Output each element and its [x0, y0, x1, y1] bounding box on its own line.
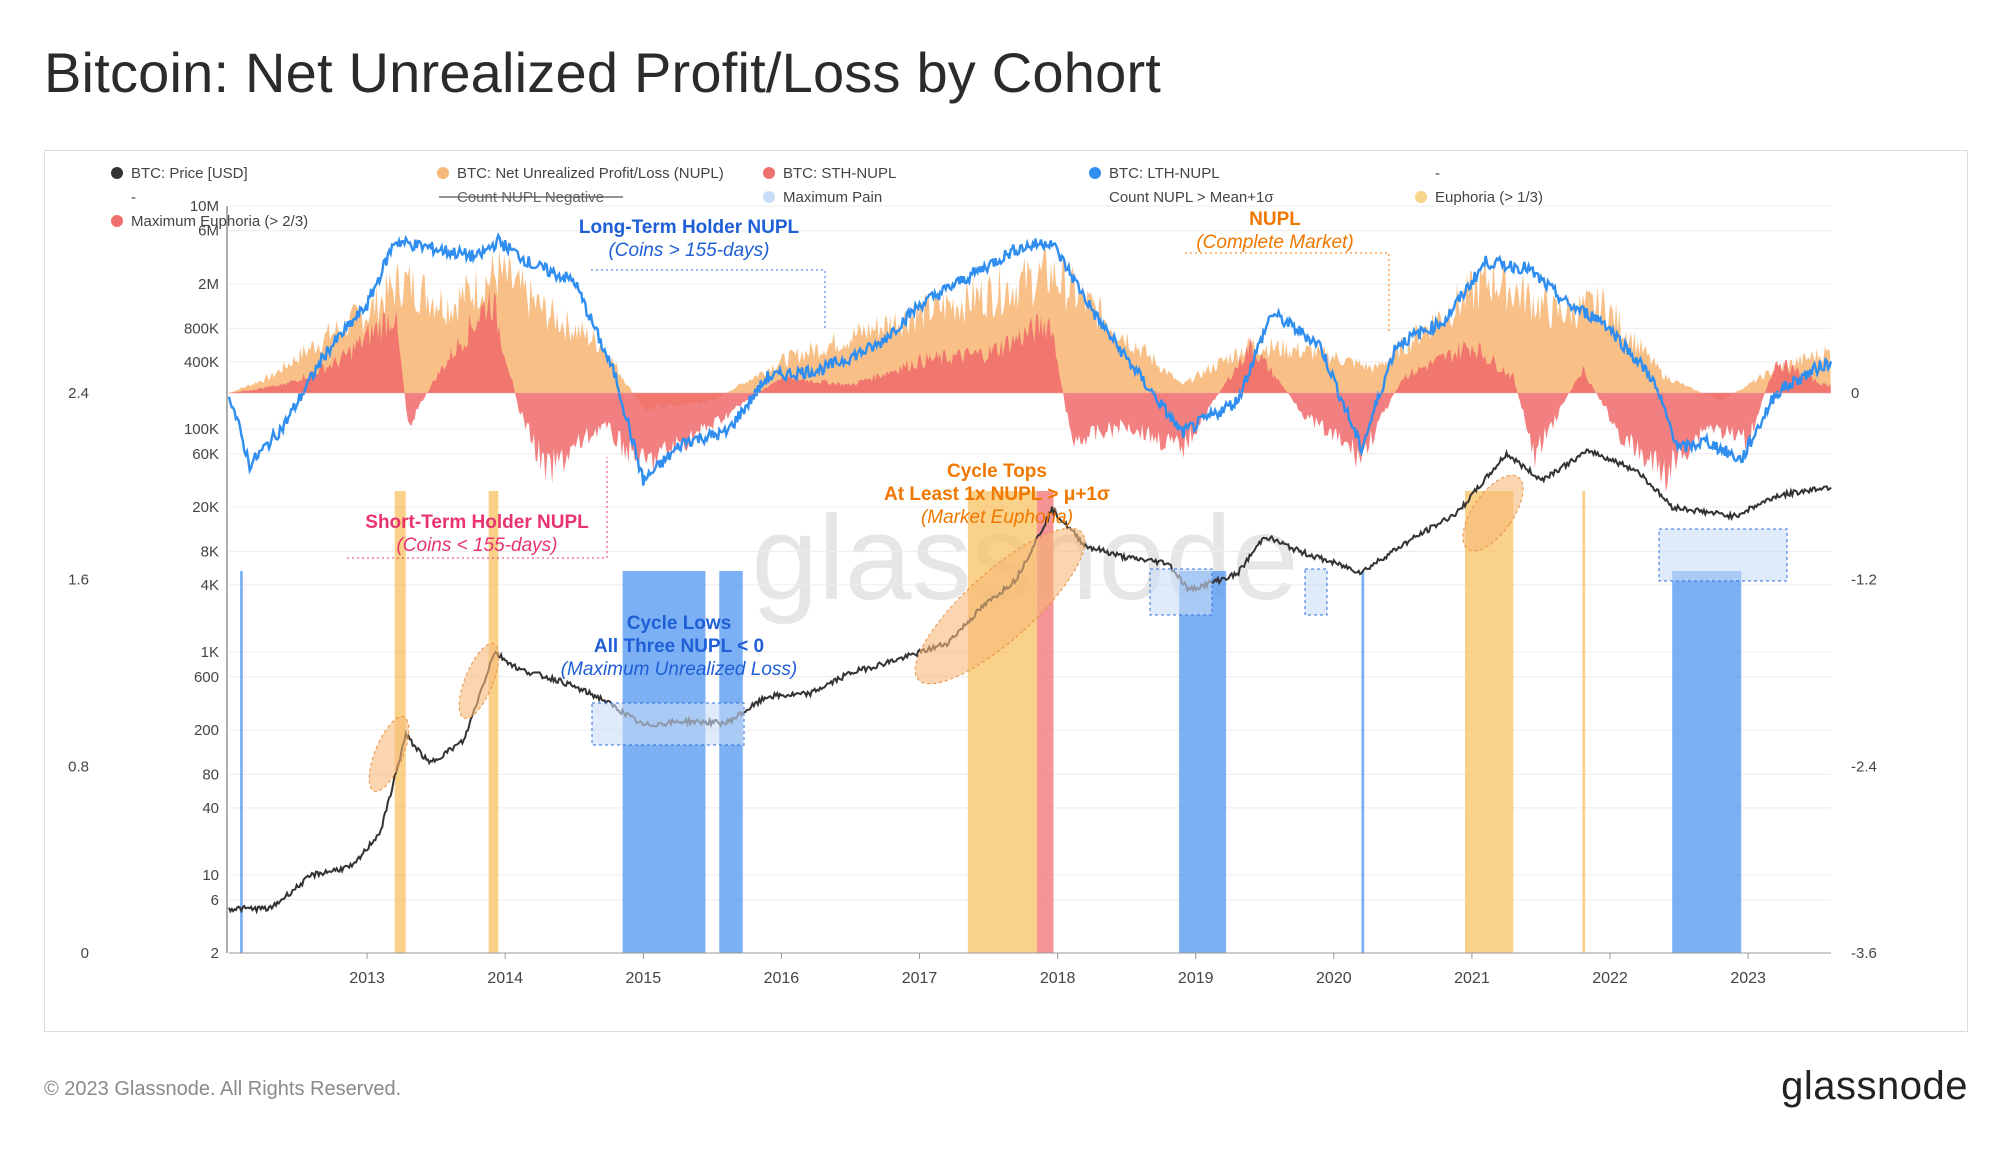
legend-label: Maximum Pain: [783, 189, 882, 206]
x-tick-label: 2022: [1592, 970, 1628, 987]
legend-marker: [1415, 191, 1427, 203]
cycle-top-ellipse-2013b: [458, 643, 500, 719]
cycle-lows-box-2015: [591, 702, 745, 746]
lows-annotation-sub: (Maximum Unrealized Loss): [561, 659, 798, 680]
price-tick-label: 200: [194, 722, 219, 739]
copyright: © 2023 Glassnode. All Rights Reserved.: [44, 1078, 402, 1100]
price-tick-label: 4K: [201, 577, 219, 594]
x-tick-label: 2016: [764, 970, 800, 987]
x-tick-label: 2021: [1454, 970, 1490, 987]
annotation-leaders: [347, 252, 1390, 559]
max-pain-band: [622, 571, 706, 953]
cycle-top-ellipse-2017: [914, 527, 1086, 685]
legend-label: -: [131, 189, 136, 206]
left-tick-label: 0.8: [68, 758, 89, 775]
legend-marker: [763, 191, 775, 203]
lth-leader: [591, 269, 826, 329]
price-tick-label: 60K: [192, 446, 219, 463]
legend-marker: [437, 167, 449, 179]
x-tick-label: 2018: [1040, 970, 1076, 987]
legend-label: BTC: Price [USD]: [131, 165, 248, 182]
sth-leader: [347, 457, 608, 559]
legend: BTC: Price [USD] BTC: Net Unrealized Prof…: [111, 165, 1543, 230]
axes: 2 6 10 40 80 200 600 1K 4K 8K 20K 60K 100K 400K 800K 2M…: [68, 198, 1877, 987]
tops-annotation-title2: At Least 1x NUPL > μ+1σ: [884, 484, 1110, 505]
annotation-markers: [368, 474, 1788, 792]
nupl-areas: [229, 247, 1831, 492]
max-pain-band: [1361, 571, 1365, 953]
x-tick-label: 2014: [487, 970, 523, 987]
euphoria-band: [1582, 491, 1586, 953]
max-pain-band: [1672, 571, 1742, 953]
price-tick-label: 80: [202, 766, 219, 783]
price-tick-label: 8K: [201, 543, 219, 560]
price-tick-label: 2M: [198, 276, 219, 293]
x-tick-label: 2015: [626, 970, 662, 987]
nupl-annotation-title: NUPL: [1249, 209, 1301, 230]
legend-marker: [111, 167, 123, 179]
cycle-lows-box-2020: [1304, 568, 1328, 616]
legend-label: Maximum Euphoria (> 2/3): [131, 213, 308, 230]
lows-annotation-title1: Cycle Lows: [627, 613, 732, 634]
price-tick-label: 2: [211, 945, 219, 962]
price-tick-label: 6: [211, 892, 219, 909]
left-tick-label: 2.4: [68, 385, 89, 402]
glassnode-logo[interactable]: glassnode: [1781, 1064, 1968, 1108]
legend-label: Euphoria (> 1/3): [1435, 189, 1543, 206]
legend-label: BTC: STH-NUPL: [783, 165, 896, 182]
price-tick-label: 600: [194, 669, 219, 686]
lth-nupl-line: [227, 232, 1833, 486]
legend-label: -: [1435, 165, 1440, 182]
max-pain-band: [240, 571, 243, 953]
price-tick-label: 10: [202, 867, 219, 884]
price-tick-label: 10M: [190, 198, 219, 215]
price-tick-label: 100K: [184, 421, 219, 438]
max-pain-band: [719, 571, 743, 953]
tops-annotation-title1: Cycle Tops: [947, 461, 1047, 482]
annotations: Long-Term Holder NUPL (Coins > 155-days)…: [365, 209, 1353, 680]
lows-annotation-title2: All Three NUPL < 0: [594, 636, 764, 657]
right-tick-label: -3.6: [1851, 945, 1877, 962]
cycle-lows-box-2022: [1658, 528, 1788, 582]
left-tick-label: 0: [81, 945, 89, 962]
chart-frame: glassnode BTC: Price [USD]BTC: Net Unrea…: [44, 150, 1968, 1032]
price-tick-label: 400K: [184, 354, 219, 371]
sth-annotation-sub: (Coins < 155-days): [396, 535, 557, 556]
period-bands: [240, 491, 1742, 953]
sth-annotation-title: Short-Term Holder NUPL: [365, 512, 589, 533]
x-tick-label: 2017: [902, 970, 938, 987]
right-tick-label: 0: [1851, 385, 1859, 402]
price-tick-label: 40: [202, 800, 219, 817]
euphoria-band: [488, 491, 499, 953]
legend-label: BTC: Net Unrealized Profit/Loss (NUPL): [457, 165, 724, 182]
legend-marker: [763, 167, 775, 179]
price-tick-label: 6M: [198, 223, 219, 240]
price-tick-label: 800K: [184, 320, 219, 337]
price-tick-label: 1K: [201, 644, 219, 661]
euphoria-band: [1465, 491, 1514, 953]
x-tick-label: 2019: [1178, 970, 1214, 987]
cycle-top-ellipse-2021: [1462, 474, 1524, 552]
legend-marker: [1089, 167, 1101, 179]
legend-marker: [111, 215, 123, 227]
lth-annotation-title: Long-Term Holder NUPL: [579, 217, 800, 238]
x-tick-label: 2013: [349, 970, 385, 987]
price-tick-label: 20K: [192, 499, 219, 516]
legend-label: BTC: LTH-NUPL: [1109, 165, 1220, 182]
x-tick-label: 2020: [1316, 970, 1352, 987]
right-tick-label: -2.4: [1851, 758, 1877, 775]
left-tick-label: 1.6: [68, 572, 89, 589]
page-title: Bitcoin: Net Unrealized Profit/Loss by C…: [44, 41, 1162, 104]
cycle-lows-box-2019: [1149, 568, 1213, 616]
right-tick-label: -1.2: [1851, 572, 1877, 589]
lth-annotation-sub: (Coins > 155-days): [608, 240, 769, 261]
sth-area: [229, 290, 1831, 492]
tops-annotation-sub: (Market Euphoria): [921, 507, 1073, 528]
cycle-top-ellipse-2013a: [368, 716, 410, 792]
x-tick-label: 2023: [1730, 970, 1766, 987]
max-pain-band: [1179, 571, 1227, 953]
legend-label: Count NUPL > Mean+1σ: [1109, 189, 1274, 206]
nupl-annotation-sub: (Complete Market): [1196, 232, 1353, 253]
nupl-chart[interactable]: glassnode BTC: Price [USD]BTC: Net Unrea…: [45, 151, 1967, 1031]
